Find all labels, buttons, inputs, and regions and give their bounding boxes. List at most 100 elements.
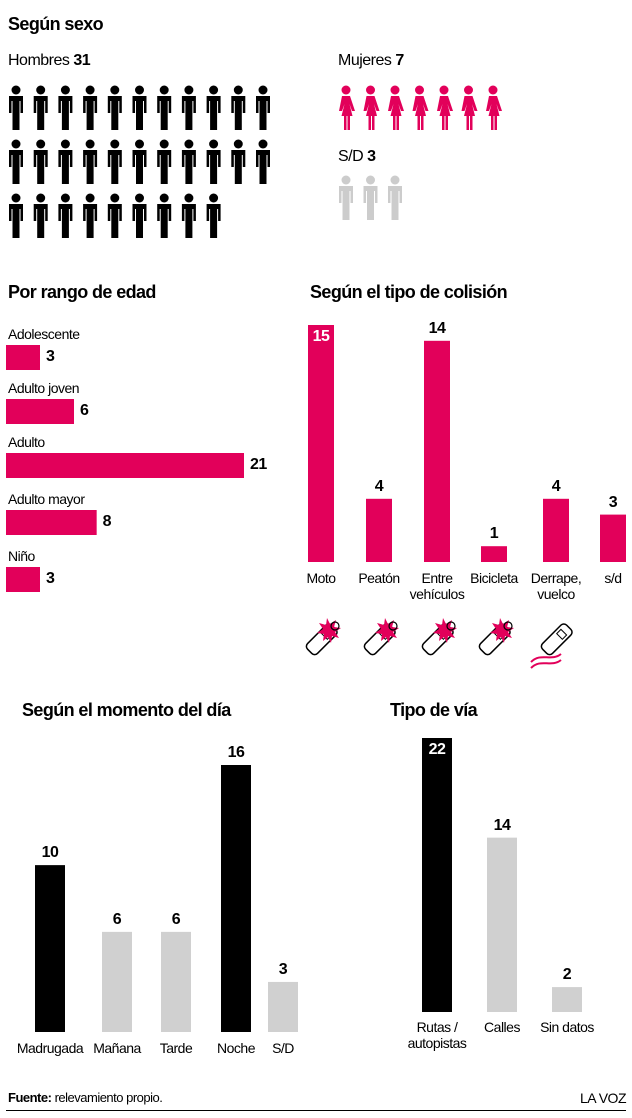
person-icon — [9, 139, 23, 184]
person-icon — [58, 139, 73, 184]
person-head — [110, 139, 120, 149]
person-head — [85, 139, 95, 149]
category-label: Tarde — [159, 1040, 193, 1056]
bar — [422, 738, 452, 1012]
person-body — [363, 96, 380, 130]
person-head — [110, 85, 120, 95]
category-label: Bicicleta — [470, 570, 518, 586]
person-body — [9, 96, 23, 130]
person-body — [388, 186, 402, 220]
person-head — [233, 85, 243, 95]
person-head — [60, 193, 70, 203]
person-head — [60, 139, 70, 149]
category-label: Derrape, vuelco — [530, 570, 582, 602]
person-head — [488, 85, 498, 95]
person-icon — [58, 193, 73, 238]
other-party — [446, 621, 456, 631]
value-label: 14 — [428, 319, 446, 337]
bar — [487, 837, 517, 1012]
collision-icon — [421, 618, 457, 656]
person-head — [390, 85, 400, 95]
bar — [6, 399, 74, 424]
person-head — [135, 193, 144, 203]
legend-label: Hombres 31 — [8, 52, 91, 69]
value-label: 3 — [367, 148, 376, 165]
bar — [161, 931, 191, 1032]
pictogram — [9, 85, 270, 238]
person-icon — [412, 85, 429, 130]
person-head — [209, 193, 219, 203]
value-label: 6 — [80, 402, 89, 419]
category-label: Mañana — [93, 1040, 141, 1056]
category-label: Adolescente — [8, 326, 80, 342]
person-body — [486, 96, 502, 130]
pictogram — [339, 175, 402, 220]
value-label: 10 — [41, 844, 59, 862]
chart-title: Según sexo — [8, 14, 104, 34]
person-icon — [9, 85, 23, 130]
footer-rule — [6, 1110, 626, 1111]
source: Fuente: relevamiento propio. — [8, 1090, 163, 1106]
person-icon — [83, 85, 98, 130]
bar — [424, 340, 450, 562]
person-icon — [157, 85, 172, 130]
collision-icon — [530, 623, 573, 669]
person-body — [256, 96, 270, 130]
person-icon — [339, 175, 353, 220]
value-label: 2 — [562, 966, 572, 984]
person-head — [390, 175, 400, 185]
person-body — [181, 150, 196, 184]
category-label: Adulto — [8, 434, 45, 450]
person-head — [209, 85, 219, 95]
person-body — [58, 204, 73, 238]
value-label: 22 — [428, 741, 446, 758]
value-label: 3 — [608, 493, 618, 511]
category-label: Sin datos — [540, 1019, 594, 1035]
person-head — [36, 139, 46, 149]
person-body — [132, 96, 147, 130]
person-head — [36, 85, 46, 95]
source-label: Fuente: — [8, 1090, 52, 1105]
person-body — [33, 96, 48, 130]
collision-icon — [363, 618, 399, 656]
bar — [366, 498, 392, 562]
person-head — [366, 175, 375, 185]
person-head — [110, 193, 120, 203]
person-icon — [339, 85, 355, 130]
person-icon — [256, 139, 270, 184]
value-label: 3 — [278, 960, 288, 978]
category-label: Niño — [8, 548, 35, 564]
person-head — [184, 193, 194, 203]
person-body — [58, 96, 73, 130]
bar — [600, 514, 626, 562]
legend-label: S/D 3 — [338, 149, 376, 165]
person-head — [366, 85, 375, 95]
category-name: Hombres — [8, 52, 70, 69]
person-body — [339, 186, 353, 220]
person-head — [439, 85, 449, 95]
person-body — [388, 96, 404, 130]
person-head — [60, 85, 70, 95]
person-icon — [33, 139, 48, 184]
person-head — [258, 139, 268, 149]
person-head — [85, 193, 95, 203]
collision-icon — [305, 618, 341, 656]
person-icon — [132, 139, 147, 184]
person-head — [11, 193, 21, 203]
person-body — [83, 204, 98, 238]
bar — [6, 345, 40, 370]
bar — [6, 453, 244, 478]
person-head — [209, 139, 219, 149]
person-icon — [157, 193, 172, 238]
bar — [268, 981, 298, 1032]
car-window — [556, 628, 568, 640]
other-party — [330, 621, 340, 631]
category-label: Rutas / autopistas — [407, 1019, 467, 1051]
impact-burst — [317, 618, 341, 643]
bar — [35, 865, 65, 1032]
bar — [543, 498, 569, 562]
person-icon — [388, 85, 404, 130]
person-body — [231, 150, 246, 184]
